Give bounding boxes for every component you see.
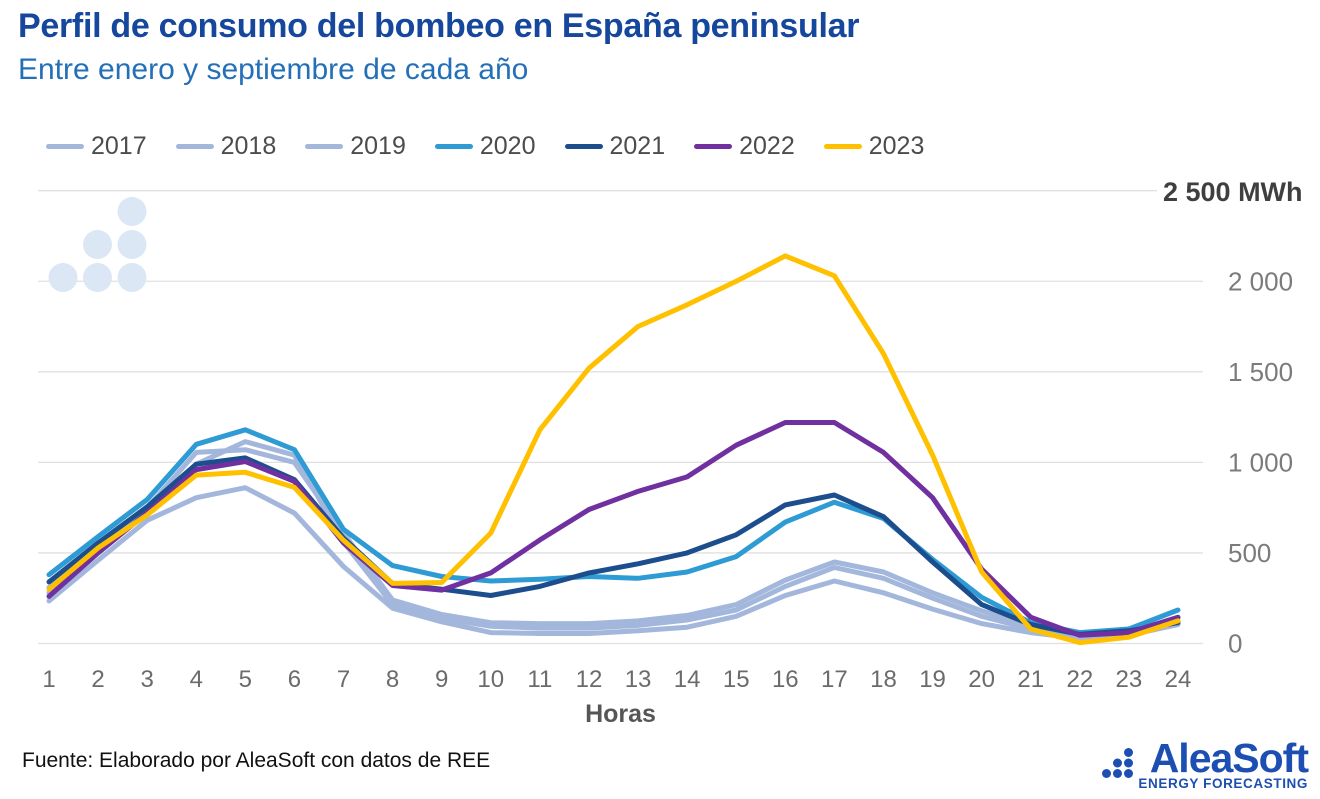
legend-label: 2021 [609,131,666,160]
aleasoft-dots-icon [83,230,112,259]
y-axis-max-label: 2 500 MWh [1163,177,1303,207]
x-tick-label: 9 [435,666,448,693]
legend-item-2022: 2022 [694,132,795,161]
logo-text: AleaSoft [1149,735,1309,781]
legend-swatch [564,143,603,149]
x-tick-label: 12 [576,666,603,693]
x-tick-label: 17 [821,666,848,693]
aleasoft-dots-icon [117,230,147,259]
x-tick-label: 19 [919,666,946,693]
x-axis-title: Horas [585,700,656,728]
aleasoft-dots-icon [117,197,147,226]
x-tick-label: 24 [1165,666,1192,693]
page-title: Perfil de consumo del bombeo en España p… [18,7,860,45]
y-tick-label: 1 000 [1228,447,1293,477]
aleasoft-dots-icon [1102,748,1134,778]
aleasoft-dots-icon [117,263,147,292]
x-tick-label: 8 [386,666,399,693]
legend-label: 2023 [868,131,925,160]
legend-swatch [175,143,214,149]
legend-item-2020: 2020 [434,131,536,161]
y-tick-label: 2 000 [1228,266,1293,296]
x-tick-label: 23 [1116,666,1143,693]
legend-label: 2018 [220,131,277,160]
legend-swatch [305,143,344,149]
chart-legend: 2017 2018 2019 2020 2021 2022 2023 [46,131,953,161]
legend-label: 2019 [350,131,406,160]
x-tick-label: 2 [91,666,104,693]
legend-swatch [694,143,733,149]
legend-swatch [434,143,473,149]
x-tick-label: 14 [674,666,701,693]
legend-item-2023: 2023 [823,131,925,161]
x-tick-label: 3 [140,666,153,693]
y-tick-label: 0 [1228,629,1242,659]
x-tick-label: 6 [288,666,301,693]
legend-label: 2017 [91,131,147,160]
series-line-2019 [46,485,1181,641]
x-tick-label: 21 [1017,666,1044,693]
legend-label: 2022 [739,131,795,160]
series-line-2020 [46,427,1181,636]
x-tick-label: 5 [239,666,252,693]
logo-subtext: ENERGY FORECASTING [1138,776,1308,791]
x-tick-label: 16 [772,666,799,693]
series-line-2022 [46,420,1181,638]
series-line-2023 [46,253,1181,646]
x-tick-label: 10 [477,666,504,693]
x-tick-label: 22 [1066,666,1093,693]
x-tick-label: 7 [337,666,350,693]
legend-label: 2020 [479,131,536,160]
x-tick-label: 15 [723,666,750,693]
legend-item-2017: 2017 [46,132,147,161]
legend-swatch [823,143,862,149]
x-tick-label: 4 [190,666,203,693]
series-line-2018 [46,439,1181,640]
aleasoft-dots-icon [83,263,112,292]
series-line-2021 [46,455,1181,637]
y-tick-label: 500 [1228,538,1271,568]
source-note: Fuente: Elaborado por AleaSoft con datos… [22,749,491,772]
y-tick-label: 1 500 [1228,357,1293,387]
aleasoft-logo: AleaSoft ENERGY FORECASTING [1102,735,1309,791]
legend-swatch [46,143,84,149]
x-tick-label: 20 [968,666,995,693]
x-tick-label: 1 [42,666,55,693]
x-tick-label: 18 [870,666,897,693]
legend-item-2019: 2019 [305,132,406,161]
aleasoft-dots-icon [48,263,78,292]
x-tick-label: 13 [625,666,652,693]
page-subtitle: Entre enero y septiembre de cada año [18,53,529,86]
legend-item-2018: 2018 [175,131,277,161]
legend-item-2021: 2021 [564,131,666,161]
series-line-2017 [46,447,1181,638]
x-tick-label: 11 [527,666,552,693]
